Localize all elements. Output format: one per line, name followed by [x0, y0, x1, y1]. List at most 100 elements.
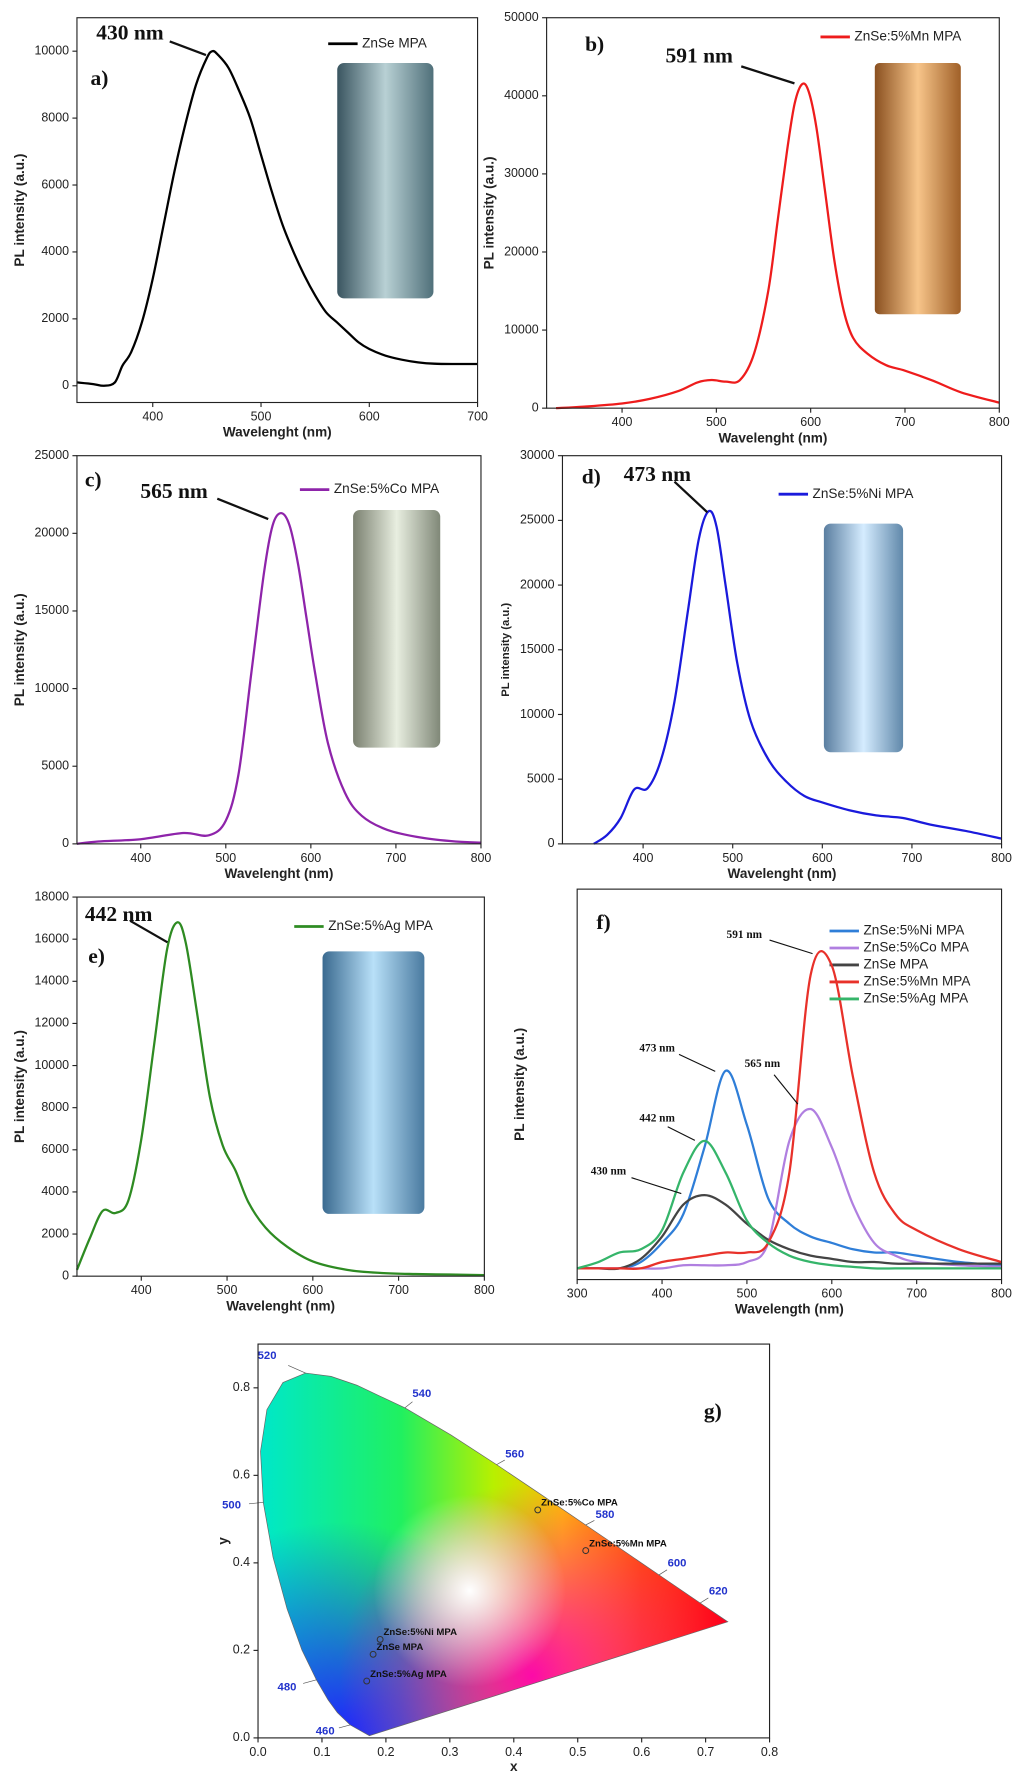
x-tick-label: 600: [359, 409, 380, 423]
peak-arrow: [631, 1177, 682, 1195]
y-tick-label: 20000: [504, 244, 539, 258]
x-tick-label: 0.6: [633, 1745, 650, 1759]
x-tick-label: 400: [131, 1283, 152, 1297]
x-tick-label: 400: [142, 409, 163, 423]
x-tick-label: 700: [902, 851, 923, 865]
locus-tick: [288, 1365, 306, 1374]
y-tick-label: 15000: [34, 603, 69, 617]
y-tick-label: 0: [62, 378, 69, 392]
legend-label: ZnSe:5%Ni MPA: [813, 486, 915, 501]
peak-arrow: [773, 1074, 799, 1105]
peak-label: 430 nm: [591, 1166, 627, 1178]
y-tick-label: 10000: [34, 681, 69, 695]
x-tick-label: 500: [217, 1283, 238, 1297]
spectrum-line: [577, 950, 1002, 1271]
peak-arrow: [740, 65, 795, 85]
locus-label: 580: [596, 1509, 615, 1521]
x-tick-label: 800: [989, 415, 1010, 429]
y-tick-label: 20000: [520, 577, 555, 591]
x-axis-label: Wavelenght (nm): [719, 430, 828, 445]
y-tick-label: 0: [532, 400, 539, 414]
x-tick-label: 500: [737, 1287, 758, 1301]
chromaticity-point: [363, 1677, 371, 1685]
x-tick-label: 0.5: [569, 1745, 586, 1759]
locus-tick: [338, 1724, 351, 1729]
x-tick-label: 600: [821, 1287, 842, 1301]
spectrum-line: [76, 49, 478, 387]
x-tick-label: 300: [567, 1287, 588, 1301]
peak-arrow: [129, 919, 169, 944]
panel-label: e): [88, 944, 105, 968]
locus-tick: [496, 1459, 505, 1465]
locus-label: 600: [668, 1558, 687, 1570]
spectrum-line: [577, 1193, 1002, 1271]
panel-label: f): [596, 910, 610, 934]
spectrum-line: [577, 1107, 1002, 1270]
panel-label: c): [85, 468, 102, 492]
y-axis-label: PL intensity (a.u.): [512, 1028, 527, 1141]
inset-photo: [874, 62, 961, 315]
y-tick-label: 0: [62, 836, 69, 850]
spectral-locus: [260, 1372, 729, 1737]
x-tick-label: 700: [906, 1287, 927, 1301]
y-tick-label: 8000: [41, 1100, 69, 1114]
y-axis-label: PL intensity (a.u.): [12, 1030, 27, 1143]
y-tick-label: 50000: [504, 10, 539, 24]
inset-photo: [353, 510, 441, 748]
y-tick-label: 12000: [34, 1016, 69, 1030]
y-tick-label: 0: [62, 1268, 69, 1282]
x-axis-label: Wavelenght (nm): [223, 425, 332, 440]
x-tick-label: 500: [706, 415, 727, 429]
peak-label: 591 nm: [665, 43, 733, 67]
locus-label: 500: [222, 1500, 241, 1512]
legend-label: ZnSe MPA: [863, 957, 929, 972]
x-tick-label: 0.0: [249, 1745, 266, 1759]
x-tick-label: 800: [474, 1283, 495, 1297]
peak-label: 430 nm: [96, 21, 164, 45]
point-label: ZnSe:5%Mn MPA: [589, 1538, 667, 1549]
spectrum-line: [555, 82, 1000, 410]
peak-label: 591 nm: [727, 929, 763, 941]
y-tick-label: 0: [548, 836, 555, 850]
peak-label: 442 nm: [85, 902, 153, 926]
y-axis-label: y: [216, 1537, 231, 1545]
y-tick-label: 40000: [504, 88, 539, 102]
y-tick-label: 30000: [504, 166, 539, 180]
peak-label: 442 nm: [639, 1112, 675, 1124]
inset-photo: [322, 951, 425, 1214]
legend-label: ZnSe:5%Ag MPA: [863, 990, 969, 1005]
spectrum-line: [576, 1139, 1002, 1270]
y-tick-label: 20000: [34, 526, 69, 540]
locus-tick: [585, 1520, 595, 1526]
y-tick-label: 6000: [41, 177, 69, 191]
x-axis-label: Wavelenght (nm): [225, 866, 334, 881]
x-tick-label: 500: [722, 851, 743, 865]
x-tick-label: 0.4: [505, 1745, 522, 1759]
peak-label: 565 nm: [140, 479, 208, 503]
chromaticity-point: [582, 1547, 590, 1555]
peak-label: 473 nm: [639, 1042, 675, 1054]
x-tick-label: 0.3: [441, 1745, 458, 1759]
y-tick-label: 0.6: [233, 1468, 250, 1482]
x-tick-label: 800: [991, 851, 1012, 865]
x-tick-label: 0.2: [377, 1745, 394, 1759]
y-tick-label: 0.8: [233, 1380, 250, 1394]
legend-label: ZnSe:5%Co MPA: [863, 940, 969, 955]
panel-label: d): [582, 464, 601, 488]
x-tick-label: 400: [633, 851, 654, 865]
chromaticity-point: [369, 1650, 377, 1658]
y-tick-label: 6000: [41, 1142, 69, 1156]
y-tick-label: 2000: [41, 1226, 69, 1240]
x-tick-label: 800: [471, 851, 492, 865]
x-tick-label: 600: [302, 1283, 323, 1297]
locus-tick: [404, 1401, 413, 1409]
y-tick-label: 30000: [520, 448, 555, 462]
legend-label: ZnSe:5%Mn MPA: [863, 974, 971, 989]
y-tick-label: 2000: [41, 311, 69, 325]
peak-arrow: [667, 1126, 696, 1141]
x-tick-label: 600: [800, 415, 821, 429]
x-tick-label: 400: [130, 851, 151, 865]
y-tick-label: 25000: [34, 448, 69, 462]
y-tick-label: 4000: [41, 244, 69, 258]
